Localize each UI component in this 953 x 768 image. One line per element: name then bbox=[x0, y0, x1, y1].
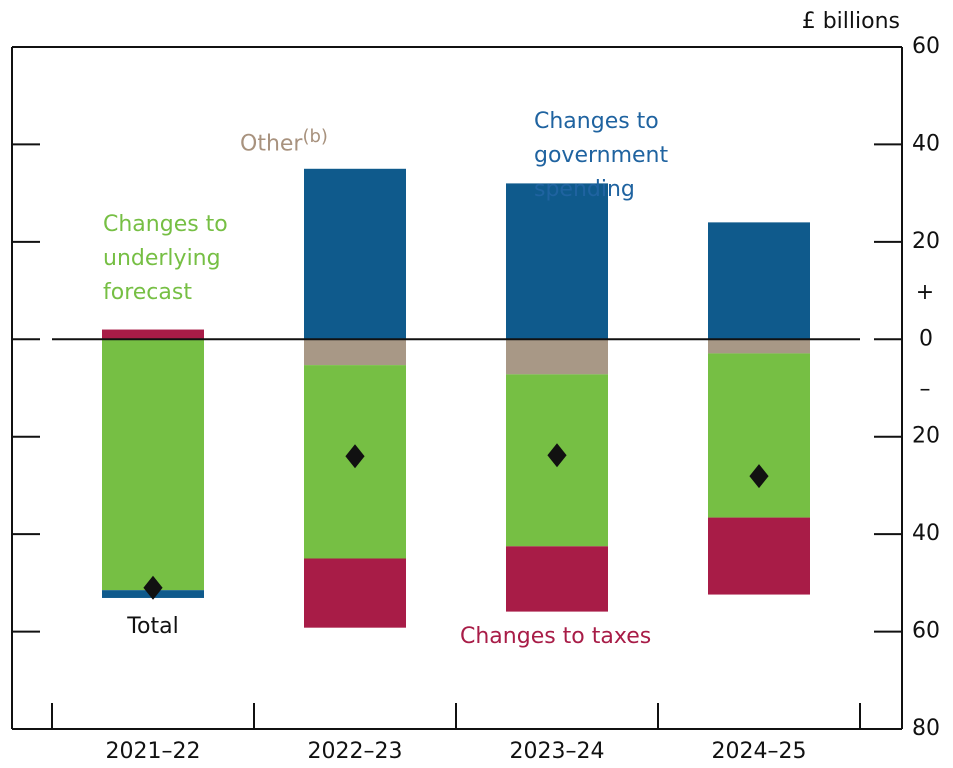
series-label: Other(b) bbox=[240, 120, 440, 161]
x-tick-label: 2023–24 bbox=[510, 739, 605, 764]
bar-segment bbox=[102, 329, 204, 340]
total-label: Total bbox=[126, 614, 178, 639]
y-tick-label: 40 bbox=[912, 131, 940, 156]
bar-segment bbox=[708, 517, 810, 595]
y-tick-label: 60 bbox=[912, 619, 940, 644]
y-tick-label: 0 bbox=[919, 326, 933, 351]
total-marker bbox=[749, 464, 769, 489]
total-marker bbox=[345, 444, 365, 469]
bar-segment bbox=[506, 546, 608, 612]
unit-label: £ billions bbox=[802, 9, 900, 34]
series-name: Changes to taxes bbox=[460, 624, 652, 649]
positive-sign: + bbox=[916, 280, 934, 305]
x-tick-label: 2024–25 bbox=[712, 739, 807, 764]
total-marker bbox=[143, 575, 163, 600]
negative-sign: – bbox=[920, 377, 931, 402]
bar-segment bbox=[708, 353, 810, 518]
y-tick-label: 60 bbox=[912, 34, 940, 59]
bar-segment bbox=[708, 222, 810, 340]
bar-segment bbox=[506, 339, 608, 375]
bar-segment bbox=[304, 339, 406, 366]
series-label: Changes to taxes bbox=[460, 620, 760, 654]
y-tick-label: 20 bbox=[912, 229, 940, 254]
y-tick-label: 80 bbox=[912, 716, 940, 741]
footnote: (b) bbox=[302, 126, 328, 147]
series-name: Changes to government spending bbox=[534, 109, 669, 202]
bar-segment bbox=[304, 168, 406, 340]
bar-segment bbox=[708, 339, 810, 354]
bar-segment bbox=[102, 339, 204, 591]
bar-segment bbox=[506, 183, 608, 340]
x-tick-label: 2021–22 bbox=[106, 739, 201, 764]
bar-segment bbox=[304, 558, 406, 628]
x-tick-label: 2022–23 bbox=[308, 739, 403, 764]
series-name: Changes to underlying forecast bbox=[103, 212, 228, 305]
series-label: Changes to underlying forecast bbox=[103, 208, 243, 310]
y-tick-label: 40 bbox=[912, 521, 940, 546]
series-label: Changes to government spending bbox=[534, 105, 774, 207]
total-marker bbox=[547, 443, 567, 468]
y-tick-label: 20 bbox=[912, 424, 940, 449]
series-name: Other bbox=[240, 131, 303, 157]
